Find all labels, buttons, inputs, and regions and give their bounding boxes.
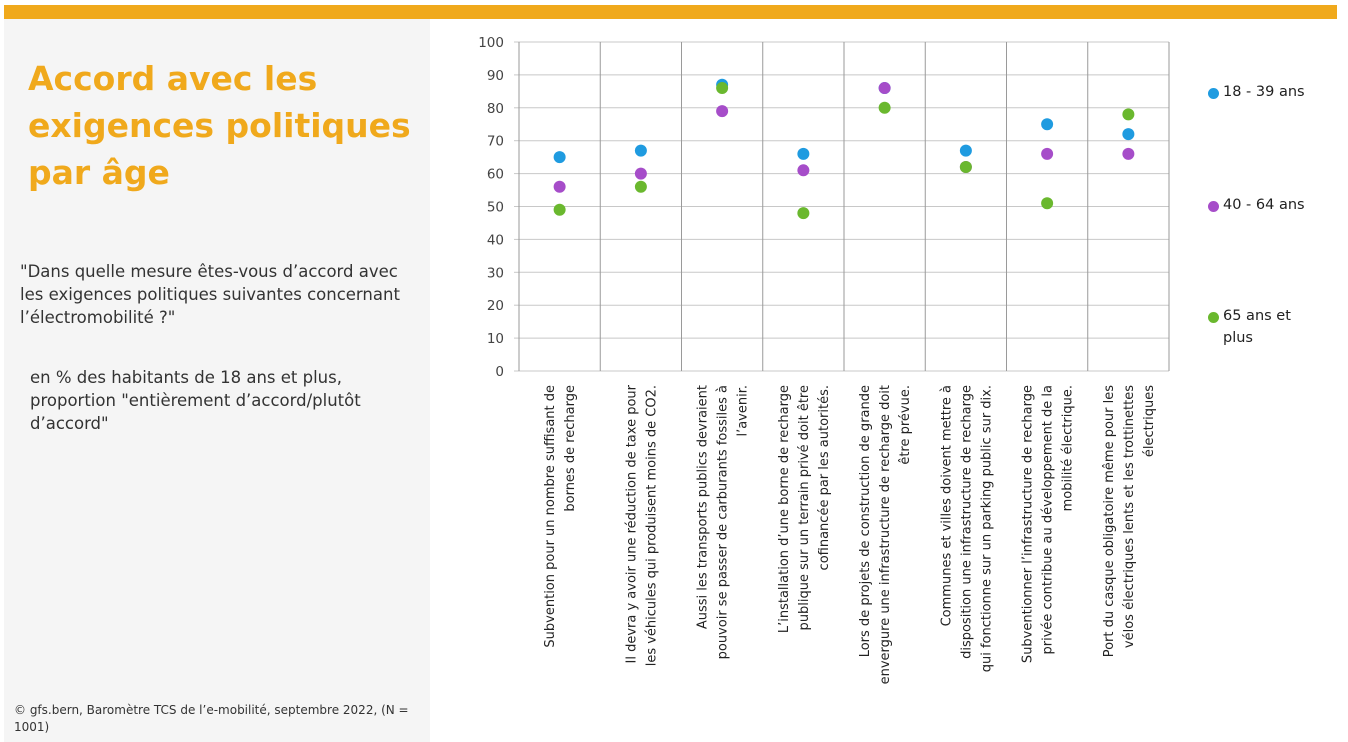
data-point <box>634 144 647 157</box>
legend-marker <box>1208 312 1219 323</box>
data-point <box>716 82 729 95</box>
y-tick-label: 10 <box>487 331 504 347</box>
category-label: Lors de projets de construction de grand… <box>858 385 913 684</box>
category-label-line: disposition une infrastructure de rechar… <box>959 385 974 659</box>
data-point <box>878 82 891 95</box>
data-point <box>797 164 810 177</box>
legend-label: 18 - 39 ans <box>1223 84 1305 100</box>
y-tick-label: 20 <box>487 298 504 314</box>
data-point <box>959 144 972 157</box>
data-point <box>959 161 972 174</box>
category-label-line: qui fonctionne sur un parking public sur… <box>979 385 994 672</box>
data-point <box>1122 147 1135 160</box>
category-label: L’installation d’une borne de recharge pu… <box>777 385 832 633</box>
legend-marker <box>1208 201 1219 212</box>
category-label-line: cofinancée par les autorités. <box>817 385 832 570</box>
y-tick-label: 0 <box>495 364 504 380</box>
data-point <box>878 101 891 114</box>
y-tick-label: 50 <box>487 200 504 216</box>
legend-marker <box>1208 88 1219 99</box>
y-tick-label: 70 <box>487 134 504 150</box>
category-label-line: vélos électriques lents et les trottinet… <box>1122 385 1137 648</box>
category-label-line: pouvoir se passer de carburants fossiles… <box>716 385 731 659</box>
category-label-line: l’avenir. <box>736 385 751 437</box>
data-point <box>1041 147 1054 160</box>
data-point <box>716 105 729 118</box>
category-label: Il devra y avoir une réduction de taxe p… <box>624 384 659 666</box>
category-label: Aussi les transports publics devraient po… <box>696 385 751 659</box>
page-title: Accord avec les exigences politiques par… <box>28 59 411 192</box>
category-label-line: privée contribue au développement de la <box>1041 385 1056 654</box>
y-tick-label: 90 <box>487 68 504 84</box>
category-label: Subventionner l’infrastructure de rechar… <box>1021 385 1076 663</box>
category-label-line: Lors de projets de construction de grand… <box>858 385 873 657</box>
data-point <box>553 203 566 216</box>
category-label-line: Aussi les transports publics devraient <box>696 385 711 629</box>
category-label-line: être prévue. <box>898 385 913 465</box>
data-point <box>1041 118 1054 131</box>
survey-question: "Dans quelle mesure êtes-vous d’accord a… <box>20 262 400 327</box>
category-label: Subvention pour un nombre suffisant de bo… <box>543 385 578 648</box>
category-label-line: bornes de recharge <box>563 385 578 512</box>
category-label-line: Port du casque obligatoire même pour les <box>1102 385 1117 658</box>
data-point <box>634 167 647 180</box>
category-label-line: les véhicules qui produisent moins de CO… <box>644 385 659 666</box>
source-note: © gfs.bern, Baromètre TCS de l’e-mobilit… <box>14 703 409 734</box>
data-point <box>1041 197 1054 210</box>
category-label-line: Il devra y avoir une réduction de taxe p… <box>624 384 639 663</box>
legend-label: 65 ans et plus <box>1223 308 1291 346</box>
legend-label: 40 - 64 ans <box>1223 197 1305 213</box>
data-point <box>553 180 566 193</box>
category-label-line: Communes et villes doivent mettre à <box>939 385 954 626</box>
category-label-line: L’installation d’une borne de recharge <box>777 385 792 633</box>
category-label: Port du casque obligatoire même pour les… <box>1102 385 1157 658</box>
category-label-line: mobilité électrique. <box>1061 385 1076 511</box>
top-accent-bar <box>4 5 1337 19</box>
category-label-line: publique sur un terrain privé doit être <box>797 385 812 630</box>
y-tick-label: 80 <box>487 101 504 117</box>
category-label-line: envergure une infrastructure de recharge… <box>878 385 893 684</box>
category-label-line: Subvention pour un nombre suffisant de <box>543 385 558 648</box>
y-tick-label: 40 <box>487 232 504 248</box>
chart-note: en % des habitants de 18 ans et plus, pr… <box>30 368 361 433</box>
data-point <box>797 207 810 220</box>
category-label-line: Subventionner l’infrastructure de rechar… <box>1021 385 1036 663</box>
category-label: Communes et villes doivent mettre à dispo… <box>939 385 994 672</box>
data-point <box>634 180 647 193</box>
y-tick-label: 100 <box>478 35 504 51</box>
data-point <box>1122 128 1135 141</box>
left-panel <box>4 19 430 742</box>
y-tick-label: 30 <box>487 265 504 281</box>
category-label-line: électriques <box>1142 385 1157 457</box>
y-tick-label: 60 <box>487 167 504 183</box>
data-point <box>553 151 566 164</box>
data-point <box>797 147 810 160</box>
data-point <box>1122 108 1135 121</box>
